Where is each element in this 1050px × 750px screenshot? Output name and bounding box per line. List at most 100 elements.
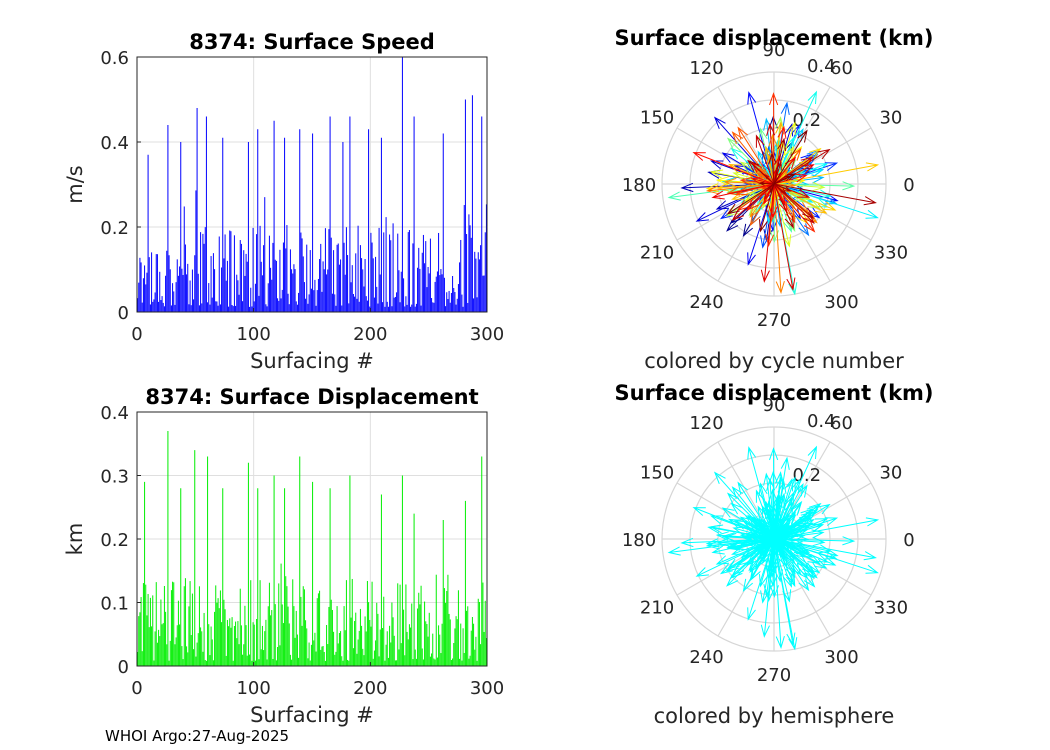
y-tick-label: 0 xyxy=(118,303,129,324)
displacement-vector xyxy=(695,538,775,577)
y-axis-label: m/s xyxy=(63,165,87,203)
angle-tick-label: 30 xyxy=(879,463,902,484)
displacement-vector xyxy=(773,538,877,561)
chart-title: 8374: Surface Speed xyxy=(189,30,435,54)
displacement-vector xyxy=(768,507,777,540)
axes-box xyxy=(136,56,488,313)
x-tick-label: 0 xyxy=(131,678,142,699)
x-tick-label: 300 xyxy=(470,324,504,345)
displacement-vector xyxy=(773,503,831,540)
displacement-vector xyxy=(755,134,775,185)
displacement-vector xyxy=(705,183,775,195)
bar-series xyxy=(137,431,487,666)
displacement-vector xyxy=(726,183,775,215)
displacement-vector xyxy=(773,538,794,584)
angle-tick-label: 210 xyxy=(640,598,674,619)
chart-title: Surface displacement (km) xyxy=(614,381,933,405)
angle-tick-label: 90 xyxy=(763,40,786,61)
displacement-vector xyxy=(773,183,794,229)
displacement-vector xyxy=(750,177,775,185)
x-axis-label: Surfacing # xyxy=(250,349,374,373)
displacement-vector xyxy=(773,162,880,185)
displacement-vector xyxy=(773,538,796,646)
y-tick-label: 0.2 xyxy=(100,218,129,239)
angle-tick-label: 120 xyxy=(689,413,723,434)
angle-tick-label: 60 xyxy=(830,58,853,79)
displacement-vector xyxy=(692,152,775,185)
chart-title: 8374: Surface Displacement xyxy=(145,385,478,409)
displacement-vector xyxy=(692,507,775,540)
angle-tick-label: 150 xyxy=(640,108,674,129)
x-tick-label: 200 xyxy=(353,678,387,699)
displacement-vector xyxy=(750,532,775,540)
displacement-vector xyxy=(769,92,779,185)
vector-series xyxy=(667,445,880,651)
displacement-vector xyxy=(773,538,815,575)
angle-tick-label: 30 xyxy=(879,108,902,129)
displacement-vector xyxy=(758,536,775,541)
y-tick-label: 0.6 xyxy=(100,48,129,69)
y-tick-label: 0.2 xyxy=(100,530,129,551)
chart-caption: colored by cycle number xyxy=(644,349,904,373)
displacement-vector xyxy=(773,538,792,547)
displacement-vector xyxy=(773,484,808,540)
angle-tick-label: 180 xyxy=(622,530,656,551)
displacement-vector xyxy=(773,183,877,206)
angle-tick-label: 240 xyxy=(689,292,723,313)
angle-tick-label: 210 xyxy=(640,243,674,264)
displacement-vector xyxy=(773,129,808,185)
displacement-vector xyxy=(695,183,775,222)
angle-tick-label: 270 xyxy=(757,310,791,331)
displacement-vector xyxy=(758,181,775,186)
displacement-vector xyxy=(773,183,792,192)
displacement-vector xyxy=(773,528,808,540)
angle-tick-label: 150 xyxy=(640,463,674,484)
displacement-vector xyxy=(773,536,856,546)
angle-tick-label: 90 xyxy=(763,395,786,416)
angle-tick-label: 180 xyxy=(622,175,656,196)
displacement-vector xyxy=(747,159,775,185)
angle-tick-label: 270 xyxy=(757,665,791,686)
displacement-vector xyxy=(711,538,775,555)
displacement-vector xyxy=(773,183,815,220)
displacement-vector xyxy=(760,183,775,283)
y-tick-label: 0.3 xyxy=(100,467,129,488)
displacement-vector xyxy=(711,183,775,200)
angle-tick-label: 300 xyxy=(824,647,858,668)
displacement-vector xyxy=(773,528,797,540)
displacement-vector xyxy=(755,489,775,540)
angle-tick-label: 330 xyxy=(874,598,908,619)
x-axis-label: Surfacing # xyxy=(250,703,374,727)
displacement-vector xyxy=(768,152,777,185)
displacement-vector xyxy=(759,538,775,588)
displacement-vector xyxy=(773,517,880,540)
displacement-vector xyxy=(773,183,879,219)
angle-tick-label: 240 xyxy=(689,647,723,668)
footer-label: WHOI Argo:27-Aug-2025 xyxy=(105,727,289,745)
y-axis-label: km xyxy=(63,523,87,556)
angle-tick-label: 330 xyxy=(874,243,908,264)
displacement-vector xyxy=(773,173,808,185)
x-tick-label: 200 xyxy=(353,324,387,345)
displacement-vector xyxy=(731,538,775,576)
y-tick-label: 0.4 xyxy=(100,403,129,424)
displacement-vector xyxy=(773,538,785,650)
chart-title: Surface displacement (km) xyxy=(614,26,933,50)
radius-tick-label: 0.4 xyxy=(807,56,836,77)
displacement-vector xyxy=(760,538,775,638)
displacement-vector xyxy=(773,492,787,540)
displacement-vector xyxy=(773,137,787,185)
vector-series xyxy=(667,90,880,296)
displacement-vector xyxy=(773,156,797,185)
angle-tick-label: 300 xyxy=(824,292,858,313)
displacement-vector xyxy=(773,181,856,191)
displacement-vector xyxy=(726,538,775,570)
displacement-vector xyxy=(773,148,831,185)
displacement-vector xyxy=(773,183,796,291)
displacement-vector xyxy=(737,481,775,540)
y-tick-label: 0.4 xyxy=(100,133,129,154)
angle-tick-label: 0 xyxy=(903,175,914,196)
angle-tick-label: 0 xyxy=(903,530,914,551)
displacement-vector xyxy=(747,514,775,540)
